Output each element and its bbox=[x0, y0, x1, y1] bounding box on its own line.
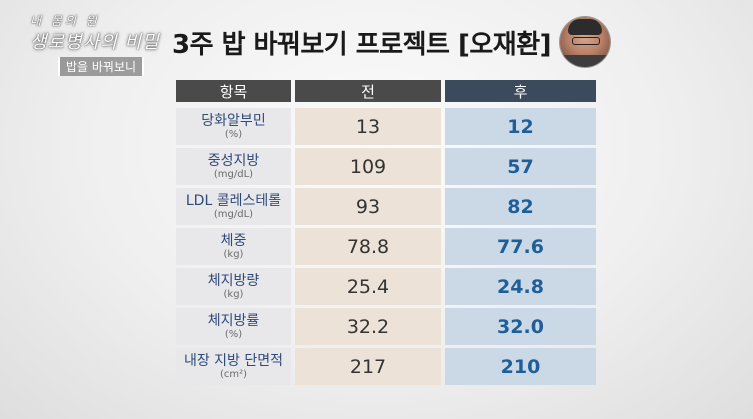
value-after: 82 bbox=[507, 195, 534, 218]
logo-line-2: 생로병사의 비밀 bbox=[30, 32, 160, 53]
program-logo: 내 몸의 원 생로병사의 비밀 밥을 바꿔보니 bbox=[6, 10, 159, 80]
table-row-item: 중성지방 (mg/dL) bbox=[176, 148, 291, 185]
table-cell-after: 24.8 bbox=[445, 268, 596, 305]
row-name: 내장 지방 단면적 bbox=[183, 352, 284, 369]
value-before: 78.8 bbox=[346, 235, 390, 258]
table-cell-before: 93 bbox=[295, 188, 441, 225]
logo-line-1: 내 몸의 원 bbox=[30, 14, 100, 28]
value-before: 217 bbox=[349, 355, 387, 378]
table-row-item: LDL 콜레스테롤 (mg/dL) bbox=[176, 188, 291, 225]
row-name: 체지방량 bbox=[207, 272, 260, 289]
row-name: 당화알부민 bbox=[201, 112, 266, 129]
table-cell-before: 109 bbox=[295, 148, 441, 185]
logo-subtitle: 밥을 바꿔보니 bbox=[58, 57, 145, 76]
table-cell-after: 210 bbox=[445, 348, 596, 385]
value-before: 32.2 bbox=[346, 315, 390, 338]
table-cell-before: 217 bbox=[295, 348, 441, 385]
header-item: 항목 bbox=[176, 80, 291, 102]
table-cell-after: 12 bbox=[445, 108, 596, 145]
value-after: 57 bbox=[507, 155, 534, 178]
table-row-item: 당화알부민 (%) bbox=[176, 108, 291, 145]
row-unit: (kg) bbox=[223, 248, 244, 260]
value-before: 25.4 bbox=[346, 275, 390, 298]
value-before: 93 bbox=[355, 195, 381, 218]
table-cell-before: 78.8 bbox=[295, 228, 441, 265]
table-cell-after: 77.6 bbox=[445, 228, 596, 265]
table-cell-before: 25.4 bbox=[295, 268, 441, 305]
table-cell-before: 32.2 bbox=[295, 308, 441, 345]
row-name: 중성지방 bbox=[207, 152, 260, 169]
row-unit: (%) bbox=[224, 128, 243, 140]
table-cell-before: 13 bbox=[295, 108, 441, 145]
table-row-item: 체지방률 (%) bbox=[176, 308, 291, 345]
header-before: 전 bbox=[295, 80, 441, 102]
value-after: 77.6 bbox=[497, 235, 544, 258]
avatar-hair bbox=[568, 19, 602, 35]
table-cell-after: 57 bbox=[445, 148, 596, 185]
avatar bbox=[560, 17, 610, 67]
table-row-item: 내장 지방 단면적 (cm²) bbox=[176, 348, 291, 385]
value-before: 13 bbox=[355, 115, 381, 138]
avatar-shirt bbox=[560, 55, 610, 67]
row-unit: (kg) bbox=[223, 288, 244, 300]
page-title: 3주 밥 바꿔보기 프로젝트 [오재환] bbox=[172, 30, 552, 60]
value-before: 109 bbox=[349, 155, 387, 178]
value-after: 32.0 bbox=[497, 315, 544, 338]
table-row-item: 체중 (kg) bbox=[176, 228, 291, 265]
table-row-item: 체지방량 (kg) bbox=[176, 268, 291, 305]
table-cell-after: 82 bbox=[445, 188, 596, 225]
row-unit: (cm²) bbox=[219, 368, 248, 380]
row-name: 체지방률 bbox=[207, 312, 260, 329]
table-cell-after: 32.0 bbox=[445, 308, 596, 345]
avatar-glasses bbox=[572, 37, 600, 45]
row-name: 체중 bbox=[220, 232, 247, 249]
header-after: 후 bbox=[445, 80, 596, 102]
row-unit: (mg/dL) bbox=[213, 168, 254, 180]
value-after: 12 bbox=[507, 115, 534, 138]
row-unit: (%) bbox=[224, 328, 243, 340]
value-after: 24.8 bbox=[497, 275, 544, 298]
row-unit: (mg/dL) bbox=[213, 208, 254, 220]
value-after: 210 bbox=[500, 355, 541, 378]
row-name: LDL 콜레스테롤 bbox=[185, 192, 282, 209]
